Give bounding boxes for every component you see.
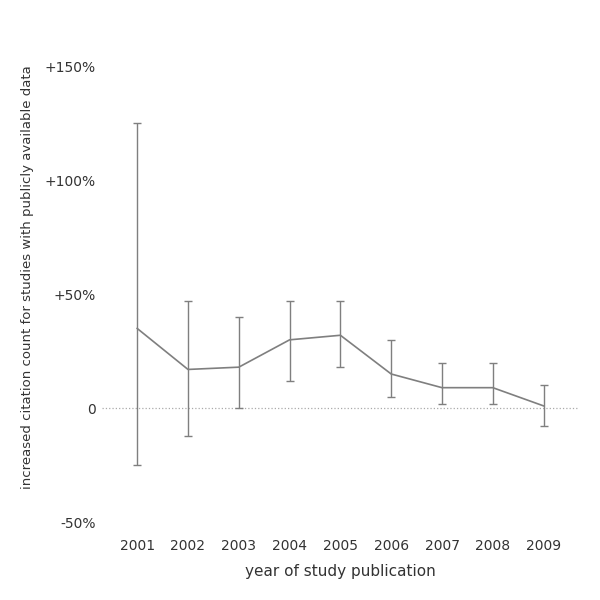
Y-axis label: increased citation count for studies with publicly available data: increased citation count for studies wit… [21,65,34,489]
X-axis label: year of study publication: year of study publication [245,564,436,579]
